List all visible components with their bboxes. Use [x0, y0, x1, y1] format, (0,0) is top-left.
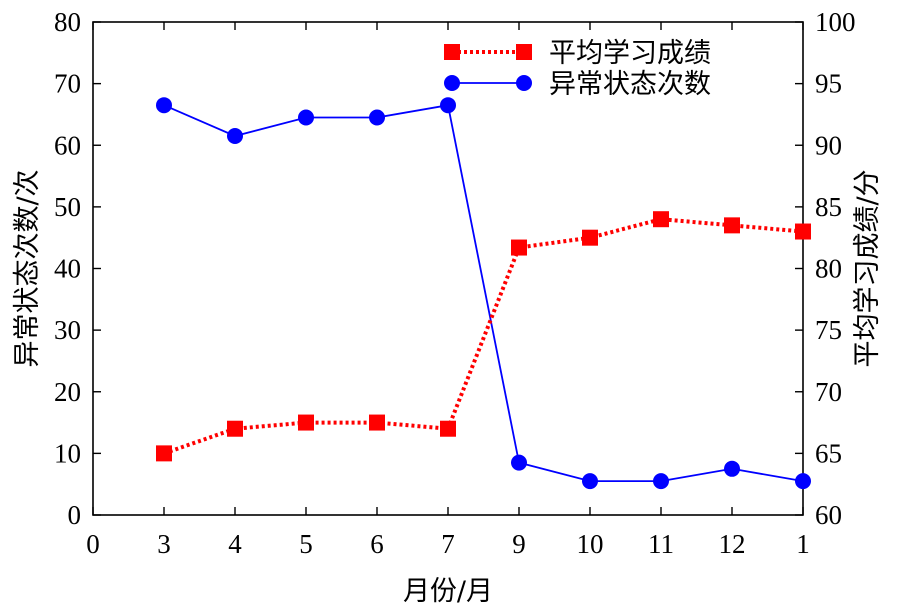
data-point — [724, 217, 740, 234]
y-left-tick-label: 20 — [54, 377, 81, 407]
legend-item: 异常状态次数 — [444, 69, 711, 100]
legend-marker — [444, 44, 460, 60]
data-point — [511, 239, 527, 256]
x-tick-label: 11 — [648, 529, 674, 559]
y-left-tick-label: 10 — [54, 438, 81, 468]
x-tick-label: 9 — [512, 529, 526, 559]
y-right-tick-label: 80 — [815, 254, 842, 284]
y-right-tick-label: 75 — [815, 315, 842, 345]
y-left-tick-label: 80 — [54, 7, 81, 37]
y-right-tick-label: 70 — [815, 377, 842, 407]
x-tick-label: 5 — [299, 529, 313, 559]
y-left-tick-label: 30 — [54, 315, 81, 345]
x-tick-label: 7 — [441, 529, 455, 559]
y-left-tick-label: 60 — [54, 130, 81, 160]
data-point — [653, 211, 669, 228]
legend-label: 平均学习成绩 — [549, 38, 711, 69]
x-axis-title: 月份/月 — [403, 576, 493, 607]
y-left-tick-label: 70 — [54, 69, 81, 99]
series-line — [163, 104, 804, 483]
data-point — [227, 420, 243, 437]
data-point — [298, 414, 314, 431]
data-point — [582, 473, 598, 490]
y-axis-left-title: 异常状态次数/次 — [12, 169, 43, 367]
data-point — [156, 97, 172, 114]
data-point — [369, 109, 385, 126]
y-right-tick-label: 65 — [815, 438, 842, 468]
y-left-tick-label: 0 — [68, 500, 82, 530]
data-point — [653, 473, 669, 490]
y-right-tick-label: 85 — [815, 192, 842, 222]
data-point — [724, 460, 740, 477]
axes: 0 3 4 5 6 7 9 10 11 12 101020304050607080606570758… — [54, 7, 856, 559]
series-abnormal-count — [156, 97, 811, 490]
legend-label: 异常状态次数 — [549, 69, 711, 100]
data-point — [369, 414, 385, 431]
x-tick-label: 12 — [719, 529, 746, 559]
y-right-tick-label: 100 — [815, 7, 856, 37]
data-point — [440, 420, 456, 437]
x-tick-label: 3 — [157, 529, 171, 559]
x-tick-label: 1 — [796, 529, 810, 559]
data-point — [156, 445, 172, 462]
y-left-tick-label: 40 — [54, 254, 81, 284]
x-tick-label: 4 — [228, 529, 242, 559]
legend-marker — [516, 44, 532, 60]
series-line — [163, 217, 804, 456]
legend-item: 平均学习成绩 — [444, 38, 711, 69]
legend-marker — [444, 75, 460, 91]
data-point — [795, 473, 811, 490]
y-left-tick-label: 50 — [54, 192, 81, 222]
y-right-tick-label: 90 — [815, 130, 842, 160]
data-point — [227, 128, 243, 145]
data-point — [582, 229, 598, 246]
data-point — [298, 109, 314, 126]
y-axis-right-title: 平均学习成绩/分 — [852, 169, 883, 367]
data-point — [795, 223, 811, 240]
data-point — [440, 97, 456, 114]
x-tick-label: 6 — [370, 529, 384, 559]
data-point — [511, 454, 527, 471]
legend-marker — [516, 75, 532, 91]
y-right-tick-label: 95 — [815, 69, 842, 99]
series-average-score — [156, 211, 811, 462]
y-right-tick-label: 60 — [815, 500, 842, 530]
x-tick-label: 10 — [577, 529, 604, 559]
series-layer — [156, 97, 811, 490]
x-tick-label: 0 — [86, 529, 100, 559]
